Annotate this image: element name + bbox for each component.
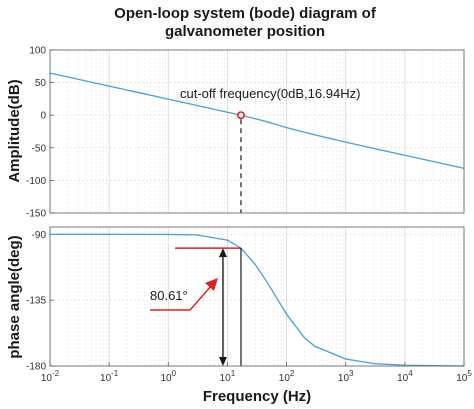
y-tick-label: -100 [26,176,46,187]
x-tick-label: 10-1 [100,369,119,384]
amplitude-axes-box [49,49,465,214]
phase-plot: -90 -135 -180 10-2 10-1 100 101 102 103 104 105 8… [6,226,472,405]
y-tick-label: -180 [26,362,46,373]
x-tick-label: 102 [279,369,295,384]
x-tick-label: 104 [397,369,413,384]
y-tick-label: 50 [35,78,47,89]
y-tick-label: 100 [29,46,46,57]
amplitude-grid [49,49,465,214]
phase-margin-leader-line [150,284,213,311]
frequency-x-axis-label: Frequency (Hz) [203,388,311,405]
x-tick-label: 101 [220,369,236,384]
y-tick-label: -50 [32,143,47,154]
phase-margin-leader-arrowhead [205,278,218,291]
x-tick-label: 105 [456,369,472,384]
x-tick-label: 100 [160,369,176,384]
cutoff-frequency-annotation: cut-off frequency(0dB,16.94Hz) [180,86,360,101]
phase-margin-label: 80.61° [150,288,188,303]
phase-margin-arrow-up [218,248,227,258]
frequency-x-ticks: 10-2 10-1 100 101 102 103 104 105 [41,362,472,384]
y-tick-label: -150 [26,209,46,220]
x-tick-label: 10-2 [41,369,60,384]
y-tick-label: -90 [32,230,47,241]
amplitude-plot-area [50,50,464,213]
chart-title-line-2: galvanometer position [165,23,325,40]
cutoff-point-marker [236,111,245,120]
amplitude-plot: 100 50 0 -50 -100 -150 cut-off frequency(0dB,… [6,46,465,220]
phase-y-axis-label: phase angle(deg) [6,235,23,358]
phase-margin-arrow-down [218,357,227,366]
phase-axes-box [49,226,465,367]
amplitude-series-line [49,72,465,169]
amplitude-y-axis-label: Amplitude(dB) [6,79,23,182]
phase-plot-area [50,227,464,366]
chart-title-line-1: Open-loop system (bode) diagram of [114,5,377,22]
x-tick-label: 103 [338,369,354,384]
y-tick-label: -135 [26,296,46,307]
phase-series-line [50,233,465,367]
y-tick-label: 0 [40,111,46,122]
phase-grid [49,227,465,367]
